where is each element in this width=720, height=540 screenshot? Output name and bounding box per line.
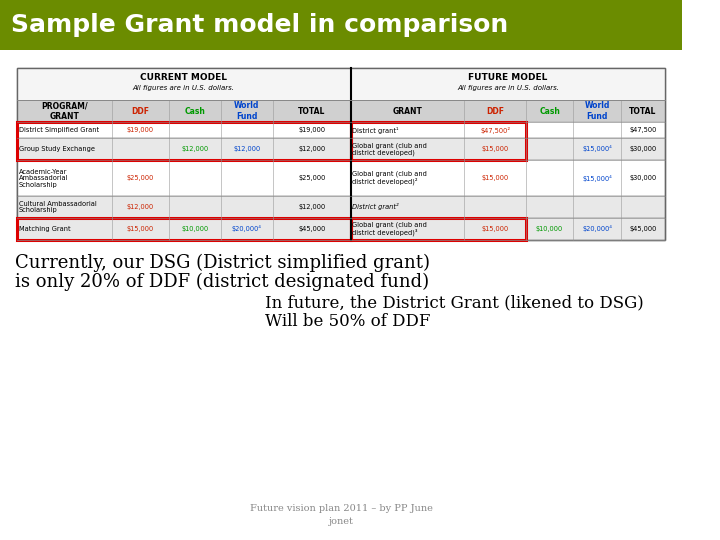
Bar [17, 218, 351, 240]
Text: Matching Grant: Matching Grant [19, 226, 71, 232]
Bar [17, 160, 665, 196]
Text: $45,000: $45,000 [629, 226, 657, 232]
Bar [17, 138, 665, 160]
Text: $45,000: $45,000 [298, 226, 325, 232]
Bar [17, 122, 665, 138]
Text: DDF: DDF [486, 106, 504, 116]
Text: $20,000⁴: $20,000⁴ [232, 226, 262, 233]
Text: District Simplified Grant: District Simplified Grant [19, 127, 99, 133]
Bar [17, 122, 351, 160]
Text: $25,000: $25,000 [298, 175, 325, 181]
Text: Sample Grant model in comparison: Sample Grant model in comparison [12, 13, 508, 37]
Text: $12,000: $12,000 [127, 204, 154, 210]
Text: PROGRAM/
GRANT: PROGRAM/ GRANT [41, 102, 88, 121]
Text: $15,000: $15,000 [482, 146, 509, 152]
Text: $12,000: $12,000 [298, 204, 325, 210]
Text: Cash: Cash [539, 106, 560, 116]
Text: $15,000: $15,000 [482, 175, 509, 181]
Text: Will be 50% of DDF: Will be 50% of DDF [265, 313, 431, 330]
Text: $20,000⁴: $20,000⁴ [582, 226, 612, 233]
Text: $19,000: $19,000 [298, 127, 325, 133]
Text: TOTAL: TOTAL [298, 106, 325, 116]
Bar [17, 196, 665, 218]
Text: $19,000: $19,000 [127, 127, 154, 133]
Bar [17, 218, 665, 240]
Text: GRANT: GRANT [392, 106, 423, 116]
Text: Global grant (club and
district developed)³: Global grant (club and district develope… [353, 222, 428, 237]
Text: Cultural Ambassadorial
Scholarship: Cultural Ambassadorial Scholarship [19, 201, 96, 213]
Text: Future vision plan 2011 – by PP June
jonet: Future vision plan 2011 – by PP June jon… [250, 504, 433, 526]
Bar [17, 68, 665, 100]
Text: $10,000: $10,000 [181, 226, 208, 232]
Text: $25,000: $25,000 [127, 175, 154, 181]
Text: District grant¹: District grant¹ [353, 126, 399, 133]
Text: $30,000: $30,000 [629, 175, 657, 181]
Text: Cash: Cash [184, 106, 205, 116]
Text: All figures are in U.S. dollars.: All figures are in U.S. dollars. [457, 85, 559, 91]
Text: $12,000: $12,000 [233, 146, 261, 152]
Text: Currently, our DSG (District simplified grant): Currently, our DSG (District simplified … [15, 254, 430, 272]
Text: In future, the District Grant (likened to DSG): In future, the District Grant (likened t… [265, 294, 644, 311]
Text: $15,000: $15,000 [127, 226, 154, 232]
Text: $12,000: $12,000 [298, 146, 325, 152]
Text: Academic-Year
Ambassadorial
Scholarship: Academic-Year Ambassadorial Scholarship [19, 168, 68, 187]
Text: $15,000⁴: $15,000⁴ [582, 145, 612, 152]
Text: CURRENT MODEL: CURRENT MODEL [140, 72, 228, 82]
Bar [351, 218, 526, 240]
Bar [0, 0, 683, 50]
Text: $15,000: $15,000 [482, 226, 509, 232]
Text: $12,000: $12,000 [181, 146, 208, 152]
Text: $47,500²: $47,500² [480, 126, 510, 133]
Bar [351, 122, 526, 160]
Text: Group Study Exchange: Group Study Exchange [19, 146, 95, 152]
Text: Global grant (club and
district developed)²: Global grant (club and district develope… [353, 171, 428, 185]
Text: All figures are in U.S. dollars.: All figures are in U.S. dollars. [132, 85, 235, 91]
Text: is only 20% of DDF (district designated fund): is only 20% of DDF (district designated … [15, 273, 429, 291]
Bar [17, 68, 665, 240]
Text: $30,000: $30,000 [629, 146, 657, 152]
Text: TOTAL: TOTAL [629, 106, 657, 116]
Text: World
Fund: World Fund [585, 102, 610, 121]
Bar [17, 100, 665, 122]
Text: $10,000: $10,000 [536, 226, 563, 232]
Text: $47,500: $47,500 [629, 127, 657, 133]
Text: Global grant (club and
district developed): Global grant (club and district develope… [353, 142, 428, 156]
Text: World
Fund: World Fund [234, 102, 259, 121]
Text: FUTURE MODEL: FUTURE MODEL [468, 72, 548, 82]
Text: DDF: DDF [131, 106, 149, 116]
Text: District grant²: District grant² [353, 204, 399, 211]
Text: $15,000⁴: $15,000⁴ [582, 174, 612, 181]
Bar [17, 68, 665, 240]
